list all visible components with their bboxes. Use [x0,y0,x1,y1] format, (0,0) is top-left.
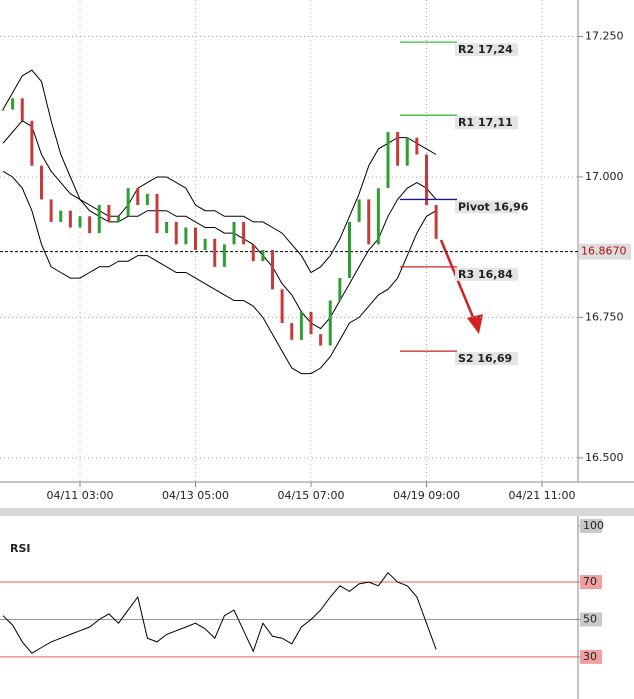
level-label-box [455,267,518,281]
level-label: R3 16,84 [458,268,513,281]
candle [319,334,323,346]
y-tick-box [580,612,602,627]
candle [136,188,140,206]
candle [242,221,246,245]
candle [290,323,294,340]
candle [261,249,265,262]
level-label-box [455,43,518,57]
candle [222,244,226,267]
candle [338,278,342,301]
level-label-box [455,116,518,130]
candle [20,98,24,121]
candle [174,221,178,245]
arrow-head [467,314,483,334]
candle [49,199,53,222]
candle [126,188,130,217]
arrow-shaft [439,239,477,323]
candle [386,132,390,189]
rsi-line [2,571,437,654]
x-tick-label: 04/11 03:00 [47,489,114,502]
candle [88,216,92,234]
y-tick-label: 17.250 [585,30,624,43]
bollinger-upper [2,69,437,274]
candle [309,311,313,335]
candle [280,289,284,324]
candle [376,188,380,245]
candle [425,154,428,206]
level-label: Pivot 16,96 [458,200,529,213]
y-tick-label: 17.000 [585,170,624,183]
bollinger-lower [2,170,437,375]
y-tick-label: 70 [583,575,597,588]
candle [367,199,371,245]
candle [203,238,207,250]
candle [251,244,255,262]
candle [97,205,101,234]
candle [78,216,82,228]
y-tick-label: 50 [583,612,597,625]
candle [59,210,63,222]
rsi-title: RSI [10,542,31,555]
x-tick-label: 04/15 07:00 [278,489,345,502]
trend-arrow [439,239,483,334]
candle [405,137,409,166]
y-tick-box [580,518,602,533]
bollinger-middle [2,120,437,330]
level-label-box [455,200,518,214]
y-tick-label: 16.500 [585,451,624,464]
candle [40,165,43,200]
y-tick-box [580,649,602,664]
y-tick-label: 100 [583,519,604,532]
candle [30,120,34,166]
level-label: R2 17,24 [458,43,513,56]
candle [348,221,351,279]
candle [232,221,236,245]
panel-separator [0,508,634,516]
candle [145,193,149,206]
candle [117,216,120,222]
candle [271,249,274,290]
candle [68,210,72,228]
candle [11,98,15,110]
x-tick-label: 04/19 09:00 [393,489,460,502]
candle [299,311,303,340]
level-label-box [455,352,518,366]
candle [184,227,188,245]
candle [328,300,332,346]
x-tick-label: 04/13 05:00 [162,489,229,502]
y-tick-label: 16.750 [585,310,624,323]
y-tick-label: 30 [583,650,597,663]
candle [155,193,159,234]
candle [107,205,111,222]
level-label: R1 17,11 [458,116,513,129]
candle [357,199,361,222]
candle [213,238,217,267]
candle [1,109,5,111]
candle [434,205,438,239]
x-tick-label: 04/21 11:00 [509,489,576,502]
last-price-label: 16.8670 [581,245,627,258]
y-tick-box [580,575,602,590]
candle [165,221,169,234]
last-price-box [579,243,631,260]
level-label: S2 16,69 [458,352,512,365]
candle [396,132,400,166]
candle [415,137,419,155]
candle [194,227,197,250]
